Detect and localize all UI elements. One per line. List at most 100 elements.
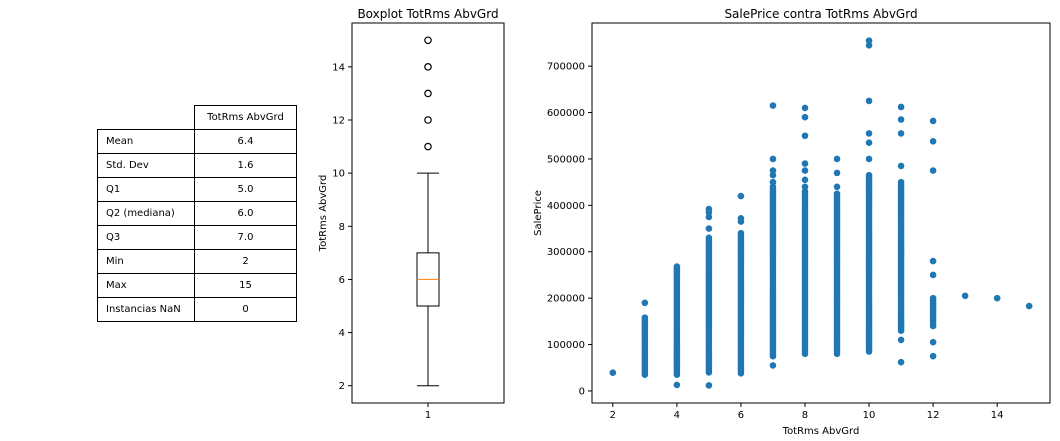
stats-row-label: Q3 [97, 225, 195, 250]
scatter-point [865, 171, 873, 179]
boxplot-outlier [424, 116, 432, 124]
scatter-point [641, 314, 649, 321]
scatter-x-tick-label: 14 [991, 410, 1004, 421]
scatter-point [833, 183, 841, 191]
boxplot-x-tick-label: 1 [425, 410, 431, 421]
boxplot-chart: Boxplot TotRms AbvGrd TotRms AbvGrd 2 4 6 8… [318, 7, 505, 421]
stats-row: Min 2 [97, 249, 297, 274]
scatter-point [801, 183, 809, 191]
scatter-point [801, 176, 809, 184]
scatter-point [897, 130, 905, 137]
scatter-point [801, 188, 809, 195]
scatter-point [769, 171, 777, 179]
scatter-point [929, 167, 937, 174]
scatter-y-tick-label: 300000 [547, 247, 585, 258]
stats-table-body: TotRms AbvGrd Mean 6.4 Std. Dev 1.6 Q1 5.0 Q2 … [97, 105, 297, 322]
scatter-point [609, 369, 617, 377]
stats-row-value: 6.0 [194, 201, 297, 226]
boxplot-y-tick-label: 2 [339, 381, 345, 392]
scatter-y-tick-label: 500000 [547, 154, 585, 165]
scatter-point [705, 205, 713, 213]
boxplot-y-tick-label: 6 [339, 275, 345, 286]
scatter-point [705, 225, 713, 232]
scatter-point [993, 294, 1001, 302]
scatter-x-tick-label: 2 [610, 410, 616, 421]
stats-row-value: 2 [194, 249, 297, 274]
scatter-y-tick-label: 0 [579, 386, 585, 397]
scatter-point [897, 162, 905, 170]
scatter-point [897, 103, 905, 111]
scatter-x-tick-label: 8 [802, 410, 808, 421]
scatter-point [737, 229, 745, 237]
scatter-point [769, 102, 777, 109]
scatter-point [865, 37, 873, 44]
scatter-point [801, 132, 809, 140]
scatter-point [801, 104, 809, 112]
scatter-point [929, 338, 937, 346]
scatter-point [801, 113, 809, 121]
scatter-point [865, 155, 873, 163]
scatter-marks: 0 100000 200000 300000 400000 500000 600000 700… [547, 37, 1033, 421]
stats-row: Q2 (mediana) 6.0 [97, 201, 297, 226]
scatter-point [865, 130, 873, 137]
stats-row-label: Q1 [97, 177, 195, 202]
scatter-point [929, 257, 937, 265]
stats-row: Instancias NaN 0 [97, 297, 297, 322]
scatter-chart: SalePrice contra TotRms AbvGrd TotRms Ab… [533, 7, 1051, 437]
scatter-point [929, 271, 937, 279]
scatter-point [641, 299, 649, 307]
scatter-point [833, 169, 841, 177]
scatter-y-tick-label: 700000 [547, 62, 585, 73]
scatter-title: SalePrice contra TotRms AbvGrd [724, 7, 917, 21]
scatter-point [801, 167, 809, 174]
stats-row: Q3 7.0 [97, 225, 297, 250]
scatter-x-tick-label: 6 [738, 410, 744, 421]
scatter-point [929, 352, 937, 360]
boxplot-title: Boxplot TotRms AbvGrd [357, 7, 498, 21]
scatter-point [929, 138, 937, 145]
scatter-point [833, 155, 841, 163]
boxplot-marks: 2 4 6 8 10 12 14 1 [332, 36, 440, 421]
scatter-point [737, 215, 745, 222]
stats-row-value: 0 [194, 297, 297, 322]
stats-row: Max 15 [97, 273, 297, 298]
scatter-point [673, 263, 681, 270]
scatter-point [865, 41, 873, 49]
scatter-point [705, 234, 713, 242]
scatter-y-tick-label: 400000 [547, 201, 585, 212]
stats-row-value: 1.6 [194, 153, 297, 178]
stats-row: Std. Dev 1.6 [97, 153, 297, 178]
scatter-point [801, 160, 809, 167]
scatter-point [897, 178, 905, 186]
scatter-point [961, 292, 969, 300]
scatter-x-tick-label: 10 [863, 410, 876, 421]
boxplot-outlier [424, 63, 432, 71]
scatter-y-tick-label: 100000 [547, 340, 585, 351]
scatter-point [769, 178, 777, 186]
boxplot-outlier [424, 89, 432, 98]
scatter-point [769, 167, 777, 174]
boxplot-y-tick-label: 10 [332, 169, 345, 180]
scatter-point [673, 381, 681, 389]
scatter-x-axis-label: TotRms AbvGrd [782, 426, 860, 437]
boxplot-outlier [424, 142, 432, 151]
scatter-point [705, 382, 713, 389]
scatter-point [865, 139, 873, 147]
scatter-point [929, 117, 937, 125]
boxplot-y-tick-label: 12 [332, 115, 345, 126]
scatter-axes-frame [591, 22, 1051, 404]
scatter-y-tick-label: 600000 [547, 108, 585, 119]
boxplot-outlier [424, 36, 432, 45]
scatter-point [897, 116, 905, 123]
scatter-point [769, 155, 777, 163]
scatter-point [705, 213, 713, 221]
boxplot-y-tick-label: 14 [332, 62, 345, 73]
scatter-point [769, 362, 777, 369]
scatter-x-tick-label: 12 [927, 410, 940, 421]
boxplot-y-tick-label: 8 [339, 222, 345, 233]
scatter-x-tick-label: 4 [674, 410, 680, 421]
scatter-y-axis-label: SalePrice [533, 190, 544, 236]
scatter-point [865, 97, 873, 105]
scatter-y-tick-label: 200000 [547, 294, 585, 305]
